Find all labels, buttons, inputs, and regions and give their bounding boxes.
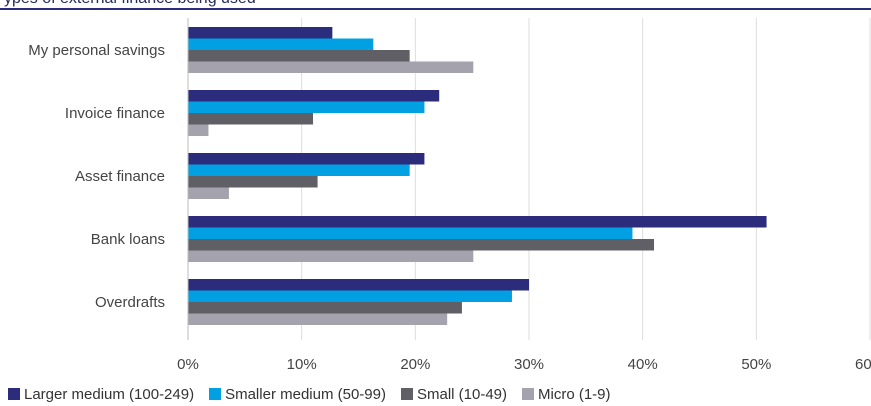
legend-label: Larger medium (100-249) xyxy=(24,385,195,403)
bar xyxy=(188,90,440,102)
bar xyxy=(188,313,448,325)
bar xyxy=(188,279,529,291)
bar xyxy=(188,239,655,251)
bar xyxy=(188,27,333,39)
bar xyxy=(188,61,474,73)
category-labels: My personal savings Invoice finance Asset … xyxy=(28,42,165,311)
bar xyxy=(188,187,229,199)
x-tick-label: 20% xyxy=(400,356,430,373)
title-divider xyxy=(0,8,871,10)
category-label: Asset finance xyxy=(75,168,165,185)
legend-swatch xyxy=(209,388,222,400)
bar xyxy=(188,250,474,262)
x-tick-label: 60% xyxy=(855,356,871,373)
bar xyxy=(188,124,209,136)
legend-swatch xyxy=(522,388,535,400)
legend-item: Small (10-49) xyxy=(400,385,508,403)
bar xyxy=(188,113,314,125)
legend: Larger medium (100-249) Smaller medium (5… xyxy=(8,384,626,404)
bar xyxy=(188,302,462,314)
category-label: Bank loans xyxy=(91,231,165,248)
chart-title: ypes of external finance being used xyxy=(4,0,256,8)
category-label: Overdrafts xyxy=(95,294,165,311)
legend-item: Smaller medium (50-99) xyxy=(209,386,386,403)
category-label: My personal savings xyxy=(28,42,165,59)
legend-item: Micro (1-9) xyxy=(522,386,611,403)
legend-swatch xyxy=(400,388,413,400)
bar xyxy=(188,290,512,302)
legend-label: Micro (1-9) xyxy=(538,385,611,403)
legend-label: Small (10-49) xyxy=(416,385,508,403)
x-tick-label: 0% xyxy=(177,356,199,373)
legend-item: Larger medium (100-249) xyxy=(8,386,194,403)
bar xyxy=(188,153,425,165)
x-tick-label: 50% xyxy=(741,356,771,373)
bar xyxy=(188,38,374,50)
x-tick-label: 40% xyxy=(628,356,658,373)
legend-label: Smaller medium (50-99) xyxy=(225,385,386,403)
bars xyxy=(188,27,767,325)
bar xyxy=(188,216,767,228)
bar xyxy=(188,50,410,62)
x-tick-label: 30% xyxy=(514,356,544,373)
x-tick-label: 10% xyxy=(287,356,317,373)
x-tick-labels: 0% 10% 20% 30% 40% 50% 60% xyxy=(177,356,871,373)
bar xyxy=(188,101,425,113)
bar xyxy=(188,227,633,239)
bar xyxy=(188,164,410,176)
bar xyxy=(188,176,318,188)
category-label: Invoice finance xyxy=(65,105,165,122)
legend-swatch xyxy=(8,388,20,400)
